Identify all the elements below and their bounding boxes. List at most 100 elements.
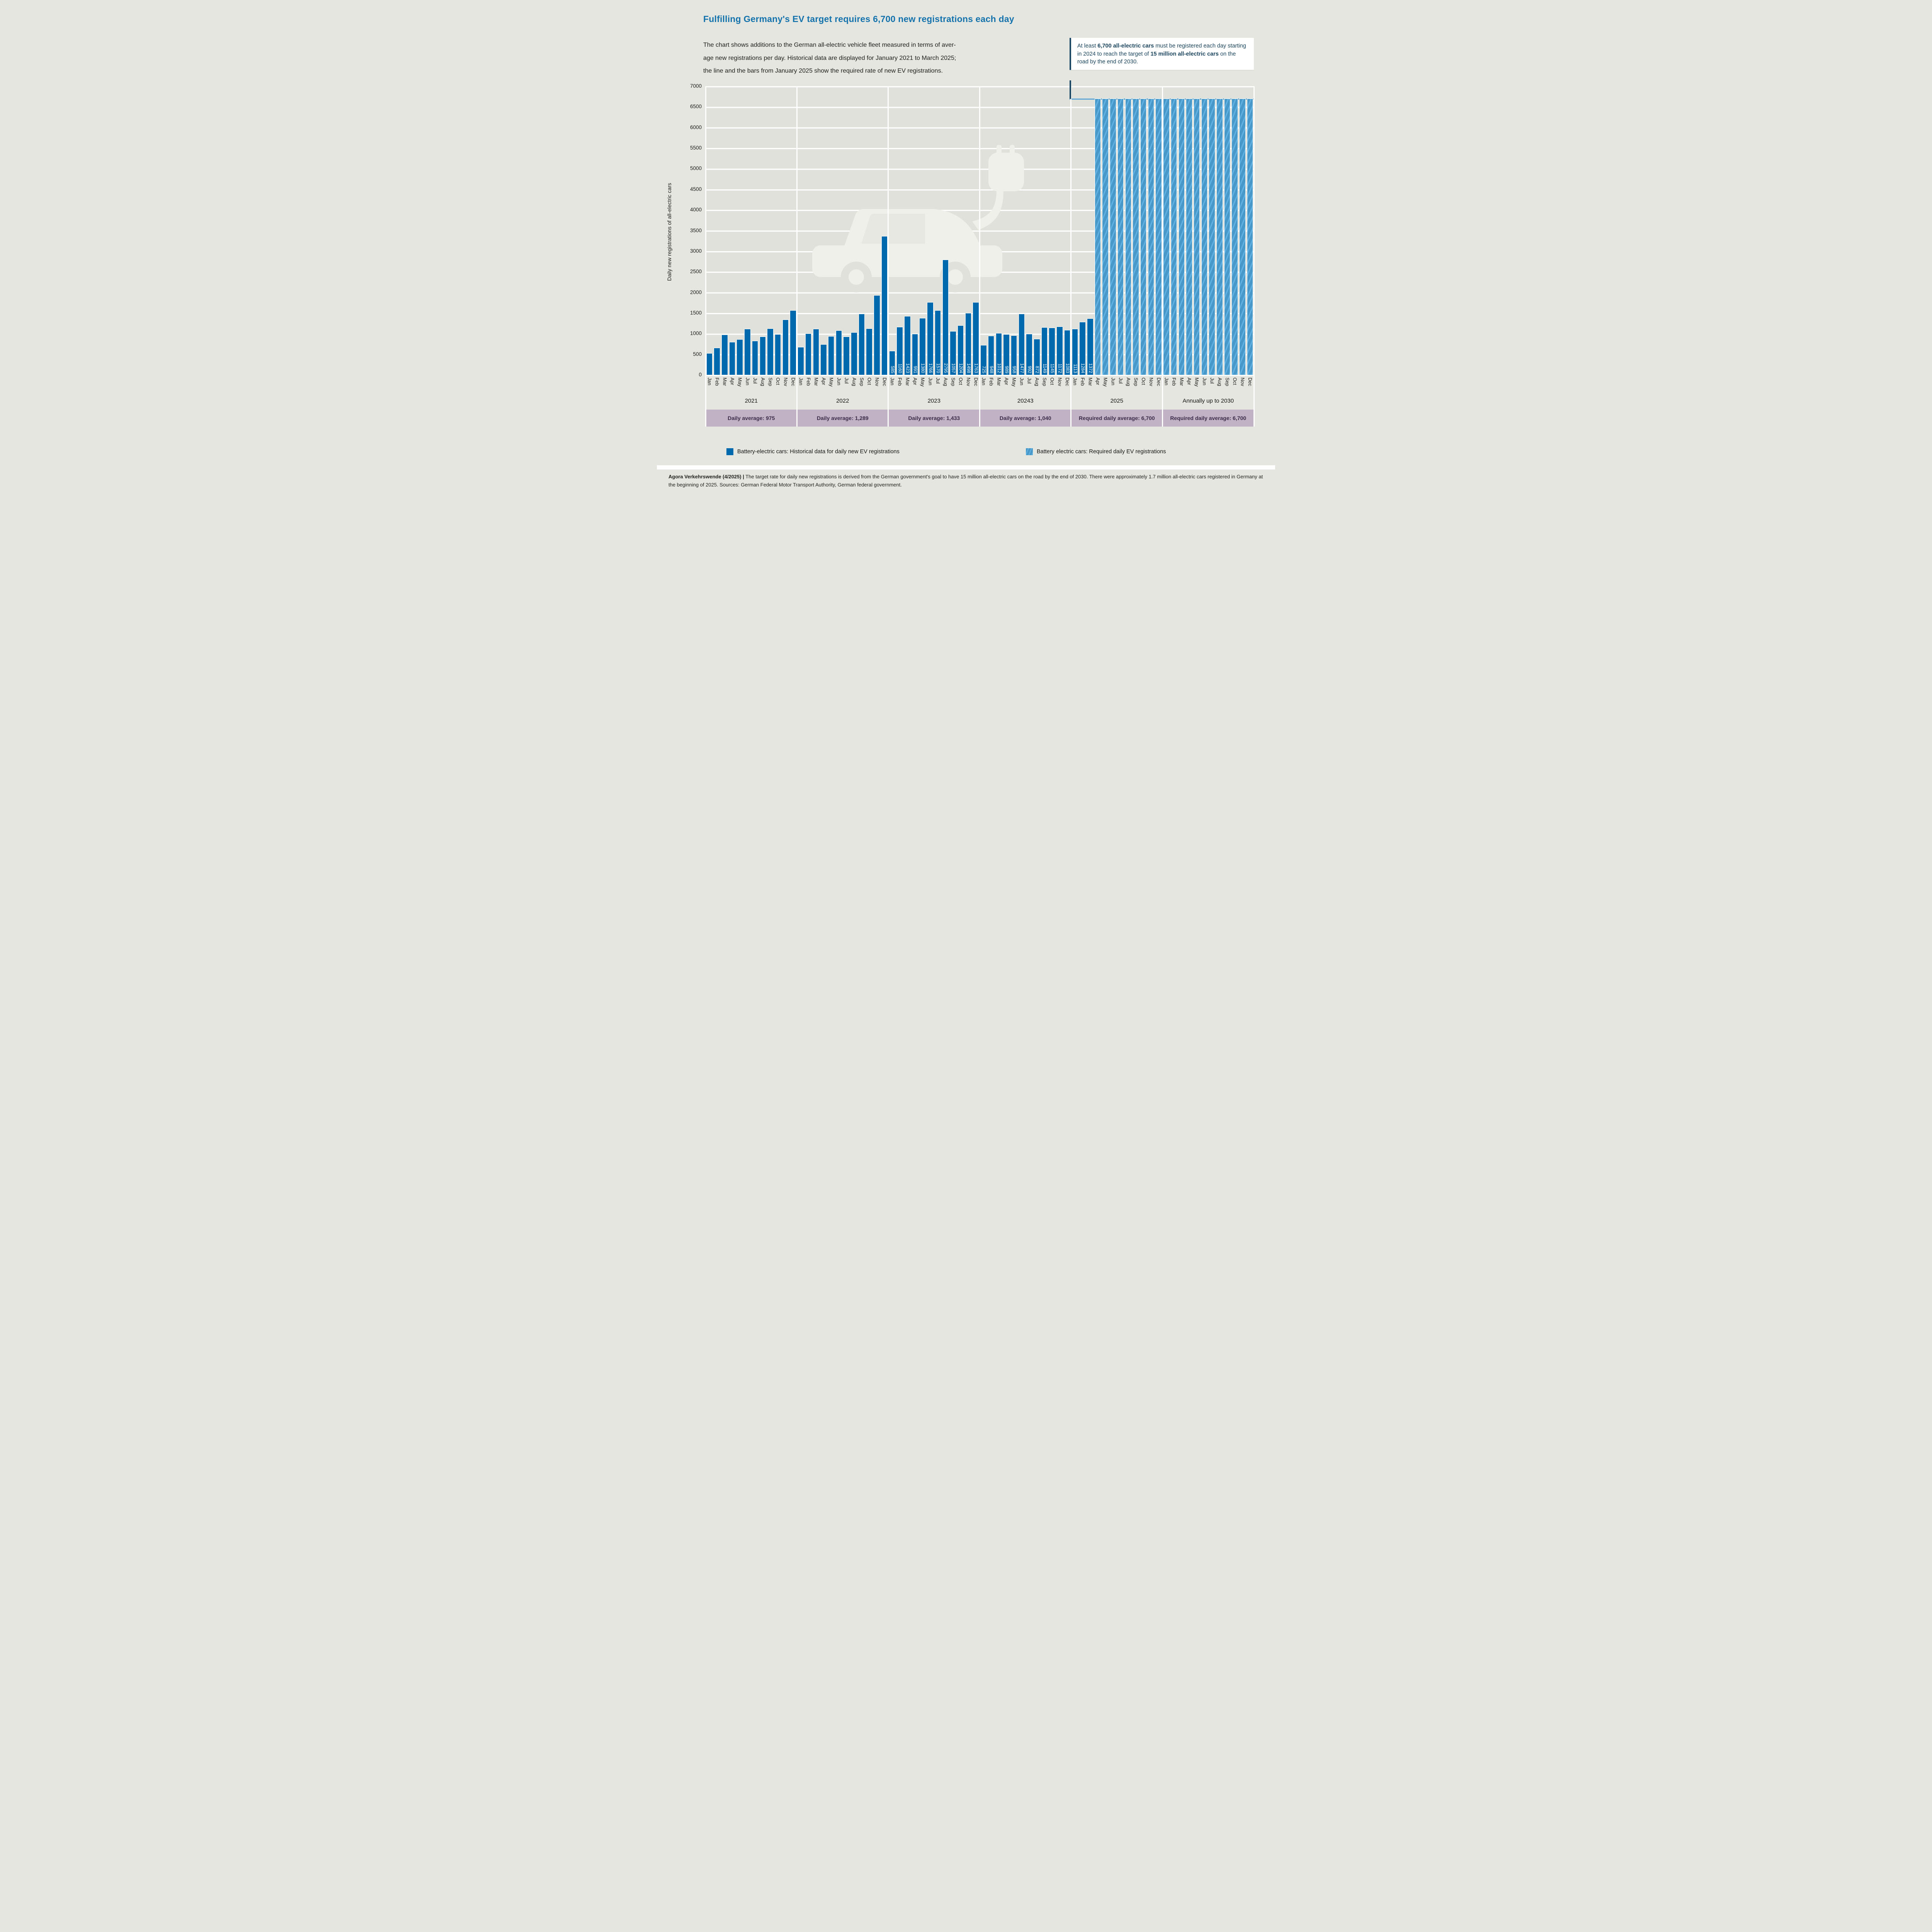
- month-label: Sep: [767, 378, 773, 386]
- year-group-2022: Jan Feb Mar Apr May Jun Jul Aug Sep Oct Nov Dec 2022…: [797, 86, 889, 427]
- bars-area-2023: 585 1160 1423 991 1380 1766 1570 2795 1057 1204 14…: [888, 86, 980, 376]
- month-tick-20243-Mar: Mar: [995, 376, 1003, 392]
- month-label: Sep: [1224, 378, 1230, 386]
- month-label: Aug: [1125, 378, 1131, 386]
- legend-swatch-solid-icon: [726, 448, 733, 455]
- bar-2022-Dec: [881, 236, 888, 375]
- group-divider: [979, 86, 980, 427]
- month-label: Feb: [806, 378, 811, 386]
- month-tick-2025-Oct: Oct: [1139, 376, 1147, 392]
- bar-2025-Nov: [1148, 99, 1155, 375]
- month-label: Jan: [706, 378, 712, 386]
- month-tick-2025-Mar: Mar: [1086, 376, 1094, 392]
- bar-2021-Jul: [752, 341, 759, 375]
- month-label: Feb: [897, 378, 903, 386]
- month-label: Nov: [782, 378, 788, 386]
- month-label: Nov: [1240, 378, 1245, 386]
- group-divider: [1070, 86, 1072, 427]
- month-label: Sep: [1133, 378, 1139, 386]
- bar-2021-Feb: [714, 348, 720, 375]
- month-label: Dec: [790, 378, 796, 386]
- bar-2023-Jun: 1766: [927, 302, 934, 375]
- bar-Annually up to 2030-Feb: [1170, 99, 1177, 375]
- y-tick-3000: 3000: [690, 248, 702, 254]
- bar-2021-Jan: [706, 353, 713, 375]
- month-label: Feb: [714, 378, 720, 386]
- bar-2021-Nov: [782, 319, 789, 375]
- month-label: Oct: [775, 378, 781, 385]
- month-tick-20243-May: May: [1010, 376, 1018, 392]
- year-group-2025: 1113 1284 1372 Jan Feb Mar Apr May Jun Jul Aug Sep O…: [1071, 86, 1163, 427]
- y-tick-1500: 1500: [690, 310, 702, 316]
- month-label: Jul: [935, 378, 941, 384]
- month-label: Nov: [874, 378, 880, 386]
- month-tick-Annually up to 2030-Jul: Jul: [1208, 376, 1216, 392]
- month-label: Feb: [988, 378, 994, 386]
- month-label: Jan: [798, 378, 804, 386]
- month-tick-2021-Jul: Jul: [751, 376, 759, 392]
- month-axis-2022: Jan Feb Mar Apr May Jun Jul Aug Sep Oct Nov Dec: [797, 376, 889, 392]
- bar-2022-Feb: [805, 333, 812, 375]
- group-average-strip: Daily average: 1,040: [980, 410, 1071, 427]
- month-label: Oct: [1141, 378, 1146, 385]
- bar-value-label: 1372: [1088, 363, 1093, 373]
- page-title: Fulfilling Germany's EV target requires …: [703, 14, 1014, 24]
- bar-2025-Jun: [1110, 99, 1116, 375]
- month-axis-2025: Jan Feb Mar Apr May Jun Jul Aug Sep Oct Nov Dec: [1071, 376, 1163, 392]
- callout-connector-line: [1070, 80, 1071, 99]
- bar-value-label: 1423: [905, 363, 910, 373]
- month-axis-2021: Jan Feb Mar Apr May Jun Jul Aug Sep Oct Nov Dec: [706, 376, 797, 392]
- footer-source-bold: Agora Verkehrswende (4/2025) |: [668, 474, 744, 480]
- month-tick-Annually up to 2030-Apr: Apr: [1185, 376, 1193, 392]
- bar-value-label: 989: [1004, 366, 1009, 373]
- month-label: Oct: [1232, 378, 1238, 385]
- month-label: Jun: [1019, 378, 1024, 386]
- bar-value-label: 1057: [951, 363, 956, 373]
- bar-2023-Nov: 1498: [965, 313, 972, 375]
- month-tick-Annually up to 2030-Oct: Oct: [1231, 376, 1239, 392]
- month-label: Dec: [882, 378, 888, 386]
- month-label: May: [1194, 378, 1200, 387]
- month-tick-2023-Nov: Nov: [964, 376, 972, 392]
- bar-value-label: 1380: [920, 363, 925, 373]
- bar-20243-Nov: 1172: [1056, 326, 1063, 375]
- bar-20243-May: 958: [1010, 335, 1017, 375]
- month-tick-2022-Apr: Apr: [820, 376, 828, 392]
- group-average-strip: Required daily average: 6,700: [1162, 410, 1254, 427]
- month-label: Aug: [851, 378, 857, 386]
- bar-2025-Jan: 1113: [1071, 329, 1078, 375]
- bar-Annually up to 2030-Oct: [1231, 99, 1238, 375]
- month-label: May: [737, 378, 743, 387]
- month-label: May: [920, 378, 925, 387]
- bar-value-label: 1766: [928, 363, 933, 373]
- month-tick-2023-Jun: Jun: [927, 376, 934, 392]
- bar-2025-Aug: [1125, 99, 1132, 375]
- month-label: Jul: [1118, 378, 1124, 384]
- month-tick-20243-Aug: Aug: [1033, 376, 1041, 392]
- group-average-strip: Required daily average: 6,700: [1071, 410, 1163, 427]
- month-tick-2025-Jul: Jul: [1117, 376, 1124, 392]
- bar-2022-Aug: [851, 332, 857, 375]
- month-tick-2021-Dec: Dec: [789, 376, 797, 392]
- bar-2022-Jan: [798, 347, 804, 375]
- month-tick-Annually up to 2030-Mar: Mar: [1178, 376, 1185, 392]
- month-label: Mar: [1179, 378, 1184, 386]
- month-label: Jul: [752, 378, 758, 384]
- month-label: Sep: [950, 378, 956, 386]
- bar-2022-Jun: [835, 330, 842, 375]
- bar-value-label: 1083: [1065, 363, 1070, 373]
- month-tick-2023-Jul: Jul: [934, 376, 942, 392]
- bar-2022-Mar: [813, 329, 820, 375]
- month-tick-20243-Sep: Sep: [1041, 376, 1048, 392]
- month-tick-2023-Jan: Jan: [888, 376, 896, 392]
- month-tick-2025-Jan: Jan: [1071, 376, 1079, 392]
- bar-value-label: 872: [1034, 366, 1039, 373]
- bar-2021-Sep: [767, 328, 774, 375]
- bar-2023-Aug: 2795: [942, 259, 949, 375]
- bar-20243-Aug: 872: [1034, 338, 1040, 375]
- month-label: Jan: [981, 378, 986, 386]
- month-tick-2021-Apr: Apr: [728, 376, 736, 392]
- month-tick-Annually up to 2030-Dec: Dec: [1246, 376, 1254, 392]
- month-label: Jun: [836, 378, 842, 386]
- bar-value-label: 1113: [1072, 364, 1077, 373]
